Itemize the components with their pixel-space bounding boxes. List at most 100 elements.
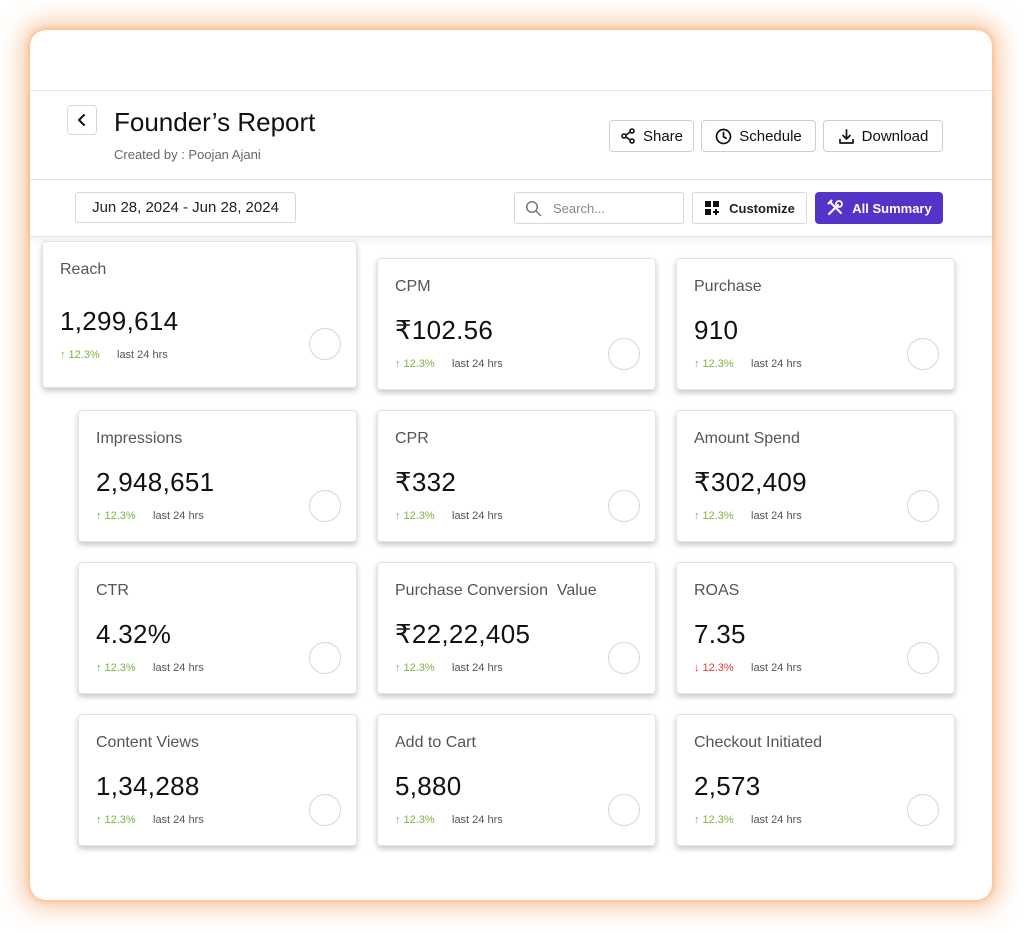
metric-card-roas[interactable]: ROAS 7.35 ↓ 12.3% last 24 hrs <box>676 562 955 694</box>
metric-card-impressions[interactable]: Impressions 2,948,651 ↑ 12.3% last 24 hrs <box>78 410 357 542</box>
all-summary-label: All Summary <box>852 200 932 216</box>
metric-label: Impressions <box>96 430 183 447</box>
download-icon <box>838 128 854 144</box>
metric-change: ↑ 12.3% <box>96 662 136 674</box>
metric-change: ↑ 12.3% <box>395 814 435 826</box>
change-value: 12.3% <box>68 349 100 361</box>
metric-card-reach[interactable]: Reach 1,299,614 ↑ 12.3% last 24 hrs <box>42 241 357 388</box>
customize-button[interactable]: Customize <box>692 192 807 224</box>
metric-circle-icon <box>608 794 640 826</box>
metric-period: last 24 hrs <box>153 814 204 826</box>
arrow-up-icon: ↑ <box>694 510 700 522</box>
download-button[interactable]: Download <box>823 120 943 152</box>
share-button[interactable]: Share <box>609 120 694 152</box>
search-input[interactable] <box>551 199 665 217</box>
metric-period: last 24 hrs <box>751 662 802 674</box>
metric-circle-icon <box>608 338 640 370</box>
metric-value: 2,573 <box>694 771 761 801</box>
date-range-picker[interactable]: Jun 28, 2024 - Jun 28, 2024 <box>75 192 296 223</box>
metric-circle-icon <box>309 794 341 826</box>
metric-change: ↑ 12.3% <box>60 349 100 361</box>
change-value: 12.3% <box>104 510 136 522</box>
metric-label: Purchase Conversion Value <box>395 582 597 599</box>
metric-change: ↑ 12.3% <box>395 510 435 522</box>
metric-card-add-to-cart[interactable]: Add to Cart 5,880 ↑ 12.3% last 24 hrs <box>377 714 656 846</box>
metric-value: 4.32% <box>96 619 172 649</box>
arrow-up-icon: ↑ <box>96 510 102 522</box>
schedule-button[interactable]: Schedule <box>701 120 816 152</box>
metric-card-checkout-initiated[interactable]: Checkout Initiated 2,573 ↑ 12.3% last 24 … <box>676 714 955 846</box>
metric-card-ctr[interactable]: CTR 4.32% ↑ 12.3% last 24 hrs <box>78 562 357 694</box>
all-summary-button[interactable]: All Summary <box>815 192 943 224</box>
metric-circle-icon <box>608 490 640 522</box>
change-value: 12.3% <box>104 662 136 674</box>
metric-change: ↑ 12.3% <box>395 662 435 674</box>
back-button[interactable] <box>67 105 97 135</box>
metric-circle-icon <box>608 642 640 674</box>
metric-card-cpr[interactable]: CPR ₹332 ↑ 12.3% last 24 hrs <box>377 410 656 542</box>
search-icon <box>525 200 542 216</box>
metric-circle-icon <box>907 490 939 522</box>
metric-value: 5,880 <box>395 771 462 801</box>
change-value: 12.3% <box>702 814 734 826</box>
metric-period: last 24 hrs <box>117 349 168 361</box>
metric-change: ↑ 12.3% <box>694 510 734 522</box>
arrow-up-icon: ↑ <box>694 814 700 826</box>
metric-card-cpm[interactable]: CPM ₹102.56 ↑ 12.3% last 24 hrs <box>377 258 656 390</box>
metric-value: ₹22,22,405 <box>395 619 531 649</box>
metric-change: ↑ 12.3% <box>96 510 136 522</box>
metric-value: ₹302,409 <box>694 467 807 497</box>
metric-label: ROAS <box>694 582 740 599</box>
metric-period: last 24 hrs <box>452 662 503 674</box>
metric-label: Amount Spend <box>694 430 800 447</box>
arrow-up-icon: ↑ <box>395 358 401 370</box>
change-value: 12.3% <box>403 814 435 826</box>
metric-change: ↑ 12.3% <box>694 814 734 826</box>
metric-label: Purchase <box>694 278 762 295</box>
metric-value: 910 <box>694 315 739 345</box>
metric-period: last 24 hrs <box>751 814 802 826</box>
clock-icon <box>715 128 732 144</box>
metric-card-purchase-conversion-value[interactable]: Purchase Conversion Value ₹22,22,405 ↑ 12… <box>377 562 656 694</box>
metric-period: last 24 hrs <box>153 510 204 522</box>
metric-change: ↑ 12.3% <box>96 814 136 826</box>
metric-value: 1,299,614 <box>60 306 179 336</box>
metric-period: last 24 hrs <box>153 662 204 674</box>
metric-period: last 24 hrs <box>452 814 503 826</box>
metric-period: last 24 hrs <box>452 358 503 370</box>
metric-circle-icon <box>907 338 939 370</box>
download-label: Download <box>861 127 929 145</box>
metric-card-purchase[interactable]: Purchase 910 ↑ 12.3% last 24 hrs <box>676 258 955 390</box>
customize-label: Customize <box>729 200 795 216</box>
metric-change: ↑ 12.3% <box>694 358 734 370</box>
metric-period: last 24 hrs <box>751 510 802 522</box>
metric-label: CPR <box>395 430 429 447</box>
search-field[interactable] <box>514 192 684 224</box>
chevron-left-icon <box>78 114 85 126</box>
grid-add-icon <box>705 201 720 215</box>
share-icon <box>621 128 635 144</box>
arrow-up-icon: ↑ <box>60 349 66 361</box>
metric-period: last 24 hrs <box>751 358 802 370</box>
arrow-up-icon: ↑ <box>96 662 102 674</box>
metric-card-amount-spend[interactable]: Amount Spend ₹302,409 ↑ 12.3% last 24 hrs <box>676 410 955 542</box>
metric-label: Content Views <box>96 734 199 751</box>
metric-label: CTR <box>96 582 129 599</box>
metric-value: ₹332 <box>395 467 457 497</box>
report-header: Founder’s Report Created by : Poojan Aja… <box>30 90 992 237</box>
metric-circle-icon <box>309 328 341 360</box>
arrow-up-icon: ↑ <box>96 814 102 826</box>
arrow-down-icon: ↓ <box>694 662 700 674</box>
metric-value: ₹102.56 <box>395 315 494 345</box>
metric-value: 2,948,651 <box>96 467 215 497</box>
metric-circle-icon <box>309 490 341 522</box>
metric-label: Add to Cart <box>395 734 476 751</box>
tools-icon <box>827 199 844 216</box>
metric-change: ↑ 12.3% <box>395 358 435 370</box>
metric-value: 7.35 <box>694 619 746 649</box>
metric-card-content-views[interactable]: Content Views 1,34,288 ↑ 12.3% last 24 hr… <box>78 714 357 846</box>
share-label: Share <box>642 127 684 145</box>
change-value: 12.3% <box>702 510 734 522</box>
page-title: Founder’s Report <box>114 107 316 137</box>
metric-change: ↓ 12.3% <box>694 662 734 674</box>
